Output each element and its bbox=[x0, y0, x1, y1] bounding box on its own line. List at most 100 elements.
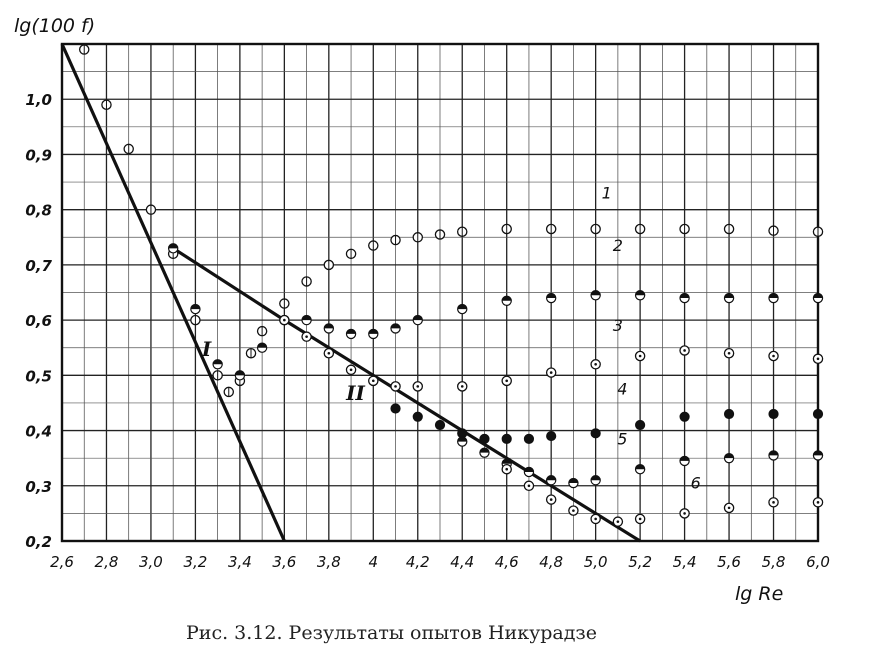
point-series-1-12 bbox=[301, 276, 312, 287]
annotation-ii: II bbox=[345, 381, 365, 405]
point-series-1-24 bbox=[679, 223, 690, 235]
point-series-3-4 bbox=[368, 375, 379, 387]
point-series-3-15 bbox=[812, 353, 824, 365]
x-tick-label-3: 3,2 bbox=[183, 553, 207, 571]
annotation-5: 5 bbox=[617, 429, 627, 448]
x-tick-label-9: 4,4 bbox=[450, 553, 474, 571]
point-series-4-7 bbox=[546, 430, 557, 442]
point-series-6-7 bbox=[679, 508, 690, 519]
annotation-i: I bbox=[201, 337, 212, 361]
point-series-2-17 bbox=[679, 292, 690, 304]
point-series-1-14 bbox=[345, 248, 357, 260]
x-tick-label-16: 5,8 bbox=[762, 553, 786, 571]
point-series-3-14 bbox=[768, 350, 779, 362]
point-series-4-10 bbox=[679, 411, 690, 422]
point-series-4-13 bbox=[812, 408, 824, 420]
point-series-3-3 bbox=[345, 364, 357, 376]
point-series-6-0 bbox=[501, 463, 512, 475]
y-tick-label-2: 0,4 bbox=[25, 423, 52, 441]
reference-line-i bbox=[60, 43, 286, 542]
point-series-6-9 bbox=[768, 497, 779, 508]
point-series-1-16 bbox=[390, 234, 401, 246]
point-series-1-17 bbox=[412, 232, 424, 243]
point-series-2-12 bbox=[457, 303, 468, 315]
point-series-5-9 bbox=[723, 452, 735, 464]
x-tick-label-13: 5,2 bbox=[628, 553, 652, 571]
point-series-6-1 bbox=[523, 480, 535, 492]
point-series-5-3 bbox=[523, 466, 535, 478]
point-series-4-5 bbox=[501, 433, 512, 444]
y-tick-label-6: 0,8 bbox=[25, 202, 52, 220]
point-series-4-2 bbox=[434, 419, 446, 431]
y-tick-label-0: 0,2 bbox=[25, 533, 52, 551]
annotation-3: 3 bbox=[613, 316, 623, 335]
x-tick-label-2: 3,0 bbox=[139, 553, 163, 571]
point-series-5-0 bbox=[457, 436, 468, 447]
x-tick-label-17: 6,0 bbox=[806, 553, 830, 571]
tick-labels: 2,6 2,8 3,0 3,2 3,4 3,6 3,8 4 4,2 4,4 4,6 4,8 5,0 5,2… bbox=[25, 91, 830, 571]
point-series-1-27 bbox=[812, 226, 824, 238]
point-series-1-23 bbox=[634, 223, 646, 235]
point-series-3-7 bbox=[456, 381, 468, 392]
point-series-2-0 bbox=[167, 243, 179, 254]
point-series-2-14 bbox=[545, 292, 557, 304]
point-series-3-6 bbox=[412, 381, 424, 392]
point-series-4-6 bbox=[523, 433, 535, 444]
point-series-2-6 bbox=[301, 314, 312, 326]
point-series-4-1 bbox=[412, 411, 423, 422]
annotation-4: 4 bbox=[617, 380, 627, 399]
point-series-1-21 bbox=[545, 223, 557, 235]
point-series-2-11 bbox=[412, 314, 423, 326]
point-series-3-10 bbox=[590, 359, 601, 370]
point-series-5-7 bbox=[634, 464, 646, 475]
point-series-4-9 bbox=[635, 419, 646, 431]
point-series-4-0 bbox=[390, 403, 401, 414]
x-tick-label-1: 2,8 bbox=[95, 553, 119, 571]
point-series-5-6 bbox=[590, 475, 601, 486]
point-series-5-1 bbox=[479, 447, 490, 458]
point-series-4-4 bbox=[479, 433, 490, 444]
point-series-1-15 bbox=[368, 240, 379, 251]
point-series-1-7 bbox=[223, 386, 235, 398]
point-series-4-8 bbox=[590, 428, 601, 439]
plot-frame bbox=[60, 42, 820, 543]
point-series-6-4 bbox=[590, 513, 601, 525]
x-tick-label-14: 5,4 bbox=[673, 553, 697, 571]
point-series-1-1 bbox=[101, 99, 112, 110]
x-tick-label-6: 3,8 bbox=[317, 553, 341, 571]
point-series-3-5 bbox=[390, 381, 401, 392]
point-series-2-2 bbox=[212, 359, 223, 370]
point-series-5-5 bbox=[568, 477, 579, 489]
point-series-2-3 bbox=[234, 370, 246, 381]
x-tick-label-8: 4,2 bbox=[406, 553, 430, 571]
point-series-3-13 bbox=[723, 347, 735, 359]
point-series-5-4 bbox=[545, 475, 557, 486]
point-series-1-19 bbox=[456, 226, 468, 238]
point-series-2-20 bbox=[812, 292, 824, 304]
x-tick-label-0: 2,6 bbox=[50, 553, 74, 571]
point-series-2-9 bbox=[368, 328, 379, 340]
point-series-1-13 bbox=[323, 259, 335, 271]
y-tick-label-7: 0,9 bbox=[25, 146, 52, 164]
point-series-1-6 bbox=[212, 370, 223, 381]
x-tick-label-12: 5,0 bbox=[584, 553, 608, 571]
point-series-3-2 bbox=[323, 347, 335, 359]
point-series-2-7 bbox=[323, 323, 335, 334]
point-series-1-10 bbox=[256, 325, 268, 337]
point-series-2-18 bbox=[723, 292, 735, 304]
point-series-3-0 bbox=[279, 314, 290, 326]
x-tick-label-11: 4,8 bbox=[539, 553, 563, 571]
point-series-1-3 bbox=[145, 204, 157, 215]
point-series-2-13 bbox=[501, 295, 512, 306]
reference-line-ii bbox=[172, 246, 641, 543]
x-axis-label: lg Re bbox=[735, 583, 783, 605]
point-series-1-20 bbox=[501, 223, 512, 235]
point-series-6-6 bbox=[634, 513, 646, 525]
point-series-3-11 bbox=[634, 350, 646, 362]
point-series-1-25 bbox=[723, 223, 735, 235]
point-series-1-18 bbox=[434, 229, 446, 240]
point-series-6-3 bbox=[568, 505, 579, 516]
point-series-6-2 bbox=[545, 494, 557, 505]
